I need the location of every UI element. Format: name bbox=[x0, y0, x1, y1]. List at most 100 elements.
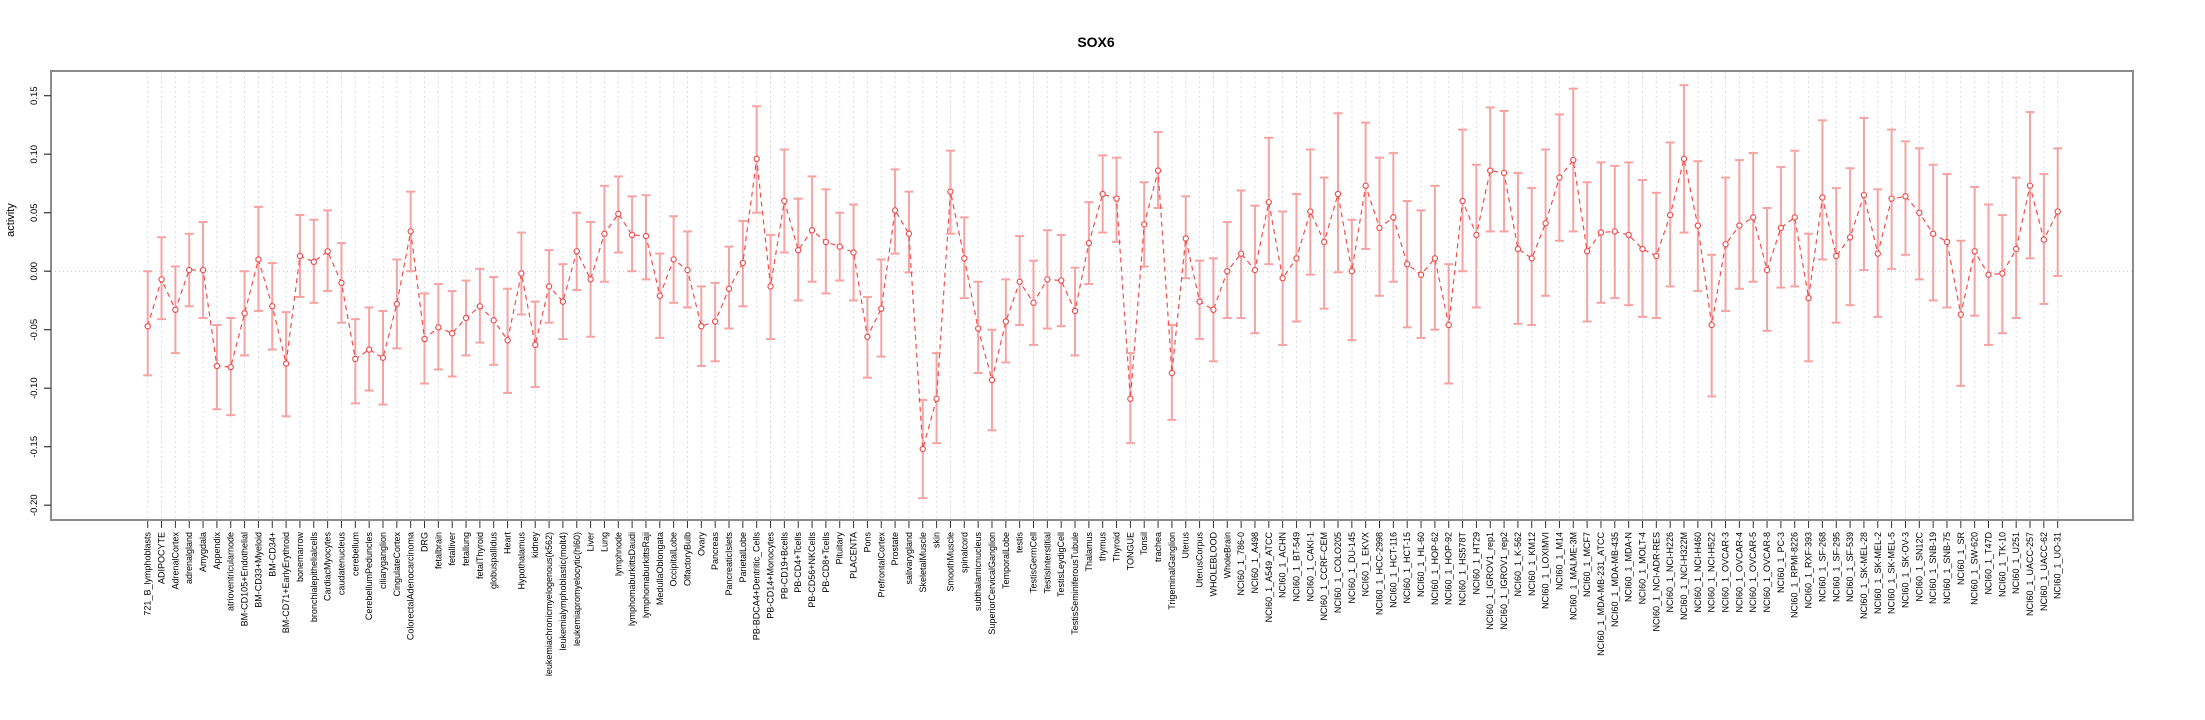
data-point bbox=[2026, 182, 2034, 189]
data-point bbox=[1196, 298, 1203, 305]
x-tick-label: Pituitary bbox=[835, 532, 845, 565]
x-tick-label: NCI60_1_KM12 bbox=[1527, 532, 1537, 596]
data-point bbox=[850, 249, 857, 256]
data-point bbox=[158, 276, 165, 283]
x-tick-label: TestisLeydigCell bbox=[1056, 532, 1066, 597]
x-tick-label: NCI60_1_BT-549 bbox=[1291, 532, 1301, 602]
data-point bbox=[1334, 190, 1342, 198]
data-point bbox=[365, 346, 373, 353]
data-point bbox=[1099, 190, 1106, 198]
y-tick-label: -0.10 bbox=[29, 377, 40, 399]
x-tick-label: skin bbox=[932, 532, 942, 548]
x-tick-label: NCI60_1_A549_ATCC bbox=[1264, 532, 1274, 623]
x-tick-label: PancreaticIslets bbox=[724, 532, 734, 596]
data-point bbox=[1805, 294, 1812, 302]
x-tick-label: MedullaOblongata bbox=[655, 532, 665, 605]
y-tick-label: 0.10 bbox=[29, 145, 40, 164]
x-tick-label: NCI60_1_RXF-393 bbox=[1804, 532, 1814, 609]
data-point bbox=[836, 243, 843, 250]
data-point bbox=[878, 305, 885, 312]
x-tick-label: NCI60_1_OVCAR-4 bbox=[1734, 532, 1744, 613]
data-point bbox=[1320, 238, 1328, 246]
data-point bbox=[476, 303, 484, 310]
x-tick-label: NCI60_1_PC-3 bbox=[1776, 532, 1786, 593]
x-tick-label: BM-CD105+Endothelial bbox=[240, 532, 250, 626]
x-tick-label: Heart bbox=[503, 532, 513, 555]
data-point bbox=[324, 248, 331, 255]
y-tick-label: 0.05 bbox=[29, 203, 40, 222]
x-tick-label: ciliaryganglion bbox=[378, 532, 388, 589]
data-point bbox=[684, 266, 691, 274]
x-tick-label: NCI60_1_SK-OV-3 bbox=[1900, 532, 1910, 608]
x-tick-label: NCI60_1_SNB-75 bbox=[1942, 532, 1952, 604]
y-tick-label: 0.15 bbox=[29, 86, 40, 105]
x-tick-label: testis bbox=[1015, 532, 1025, 554]
data-point bbox=[1819, 194, 1826, 201]
data-point bbox=[1403, 260, 1411, 268]
x-tick-label: Ovary bbox=[696, 532, 706, 557]
data-point bbox=[1431, 255, 1439, 262]
y-tick-label: -0.15 bbox=[29, 436, 40, 458]
x-tick-label: NCI60_1_EKVX bbox=[1361, 532, 1371, 597]
data-point bbox=[2012, 245, 2020, 253]
x-tick-label: NCI60_1_SK-MEL-28 bbox=[1859, 532, 1869, 619]
x-tick-label: PB-CD8+Tcells bbox=[821, 532, 831, 593]
plot-box bbox=[50, 70, 2134, 521]
data-point bbox=[393, 300, 401, 308]
data-point bbox=[670, 256, 677, 263]
x-tick-label: SuperiorCervicalGanglion bbox=[987, 532, 997, 635]
data-point bbox=[1653, 252, 1660, 260]
x-tick-label: NCI60_1_RPMI-8226 bbox=[1790, 532, 1800, 618]
data-point bbox=[518, 270, 525, 277]
x-tick-label: trachea bbox=[1153, 532, 1163, 562]
data-point bbox=[172, 306, 179, 314]
x-tick-label: NCI60_1_K-562 bbox=[1513, 532, 1523, 597]
data-point bbox=[1224, 268, 1231, 275]
x-tick-label: NCI60_1_SK-MEL-2 bbox=[1873, 532, 1883, 614]
x-tick-label: NCI60_1_COLO205 bbox=[1333, 532, 1343, 613]
x-tick-label: cerebellum bbox=[350, 532, 360, 576]
x-tick-label: CerebellumPeduncles bbox=[364, 532, 374, 621]
data-point bbox=[1680, 155, 1688, 163]
x-tick-label: BM-CD33+Myeloid bbox=[253, 532, 263, 608]
data-point bbox=[1722, 241, 1729, 248]
x-tick-label: NCI60_1_HCT-15 bbox=[1402, 532, 1412, 604]
data-point bbox=[1376, 224, 1383, 232]
data-point bbox=[808, 227, 816, 234]
x-tick-label: Amygdala bbox=[198, 532, 208, 572]
data-point bbox=[781, 197, 788, 205]
x-tick-label: PrefrontalCortex bbox=[876, 532, 886, 598]
data-point bbox=[462, 314, 470, 322]
data-point bbox=[601, 230, 608, 237]
x-tick-label: TestisSeminiferousTubule bbox=[1070, 532, 1080, 635]
data-point bbox=[1985, 271, 1992, 278]
data-point bbox=[988, 376, 996, 384]
data-point bbox=[1570, 156, 1577, 164]
x-tick-label: Prostate bbox=[890, 532, 900, 566]
x-tick-label: bronchialepithelialcells bbox=[309, 532, 319, 623]
data-point bbox=[1293, 255, 1300, 262]
data-point bbox=[545, 283, 553, 290]
data-point bbox=[296, 252, 304, 260]
data-point bbox=[628, 231, 636, 239]
data-point bbox=[1071, 307, 1079, 315]
data-point bbox=[1279, 275, 1286, 282]
data-point bbox=[1417, 271, 1425, 278]
data-point bbox=[435, 324, 442, 331]
x-tick-label: NCI60_1_SF-539 bbox=[1845, 532, 1855, 602]
x-tick-label: bonemarrow bbox=[295, 532, 305, 583]
x-tick-label: PB-CD56+NKCells bbox=[807, 532, 817, 608]
x-tick-label: TestisInterstitial bbox=[1042, 532, 1052, 594]
data-point bbox=[1860, 191, 1868, 199]
x-tick-label: NCI60_1_SF-268 bbox=[1817, 532, 1827, 602]
data-point bbox=[1265, 198, 1272, 206]
x-tick-label: lymphnode bbox=[613, 532, 623, 576]
x-tick-label: NCI60_1_MDA-MB-435 bbox=[1610, 532, 1620, 627]
data-point bbox=[739, 259, 747, 267]
x-tick-label: Lung bbox=[599, 532, 609, 552]
data-point bbox=[1016, 278, 1023, 285]
data-point bbox=[1708, 321, 1715, 329]
x-tick-label: kidney bbox=[530, 532, 540, 559]
x-tick-label: NCI60_1_UACC-62 bbox=[2039, 532, 2049, 611]
data-point bbox=[1611, 228, 1619, 235]
